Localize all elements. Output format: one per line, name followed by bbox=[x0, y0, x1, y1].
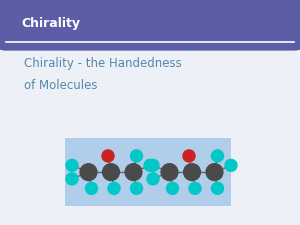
Ellipse shape bbox=[147, 159, 159, 171]
Bar bbox=[6, 4, 294, 42]
Ellipse shape bbox=[80, 164, 97, 180]
Ellipse shape bbox=[130, 182, 142, 194]
Ellipse shape bbox=[212, 150, 224, 162]
Ellipse shape bbox=[206, 164, 223, 180]
Ellipse shape bbox=[212, 182, 224, 194]
Ellipse shape bbox=[125, 164, 142, 180]
FancyBboxPatch shape bbox=[0, 0, 300, 51]
Ellipse shape bbox=[161, 164, 178, 180]
Ellipse shape bbox=[130, 150, 142, 162]
Ellipse shape bbox=[108, 182, 120, 194]
Ellipse shape bbox=[102, 150, 114, 162]
Bar bbox=[64, 138, 231, 206]
Text: Chirality - the Handedness: Chirality - the Handedness bbox=[24, 56, 182, 70]
Ellipse shape bbox=[183, 150, 195, 162]
Ellipse shape bbox=[167, 182, 178, 194]
Text: of Molecules: of Molecules bbox=[24, 79, 98, 92]
Ellipse shape bbox=[147, 173, 159, 185]
Text: Chirality: Chirality bbox=[21, 17, 80, 29]
Ellipse shape bbox=[66, 159, 78, 171]
Ellipse shape bbox=[66, 173, 78, 185]
Ellipse shape bbox=[85, 182, 98, 194]
Ellipse shape bbox=[103, 164, 119, 180]
Ellipse shape bbox=[144, 159, 156, 171]
Ellipse shape bbox=[225, 159, 237, 171]
Ellipse shape bbox=[184, 164, 200, 180]
Ellipse shape bbox=[189, 182, 201, 194]
